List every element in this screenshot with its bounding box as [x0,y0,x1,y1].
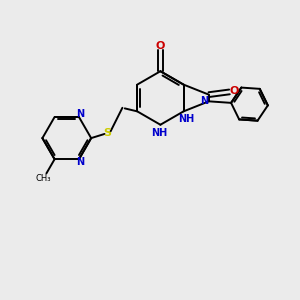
Text: N: N [200,96,208,106]
Text: NH: NH [151,128,167,138]
Text: N: N [76,109,85,119]
Text: O: O [229,86,239,96]
Text: CH₃: CH₃ [36,174,51,183]
Text: N: N [76,157,85,167]
Text: O: O [156,41,165,51]
Text: NH: NH [178,114,195,124]
Text: S: S [103,128,112,138]
